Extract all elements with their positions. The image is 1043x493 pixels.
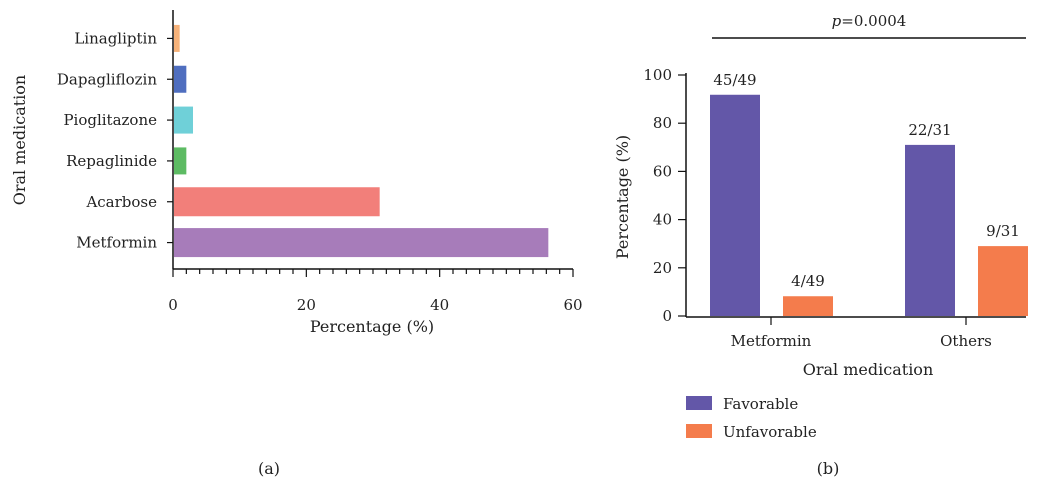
category-label-metformin: Metformin <box>76 234 157 252</box>
panel-a-x-ticks: 0 20 40 60 <box>168 269 583 314</box>
panel-b-y-tick-label: 0 <box>662 307 672 325</box>
panel-b-y-tick-label: 80 <box>653 114 672 132</box>
panel-b-label: (b) <box>817 459 840 478</box>
category-label-others: Others <box>940 332 992 350</box>
panel-b-y-tick-label: 60 <box>653 162 672 180</box>
p-value-number: =0.0004 <box>841 12 906 30</box>
panel-a-x-tick-label: 40 <box>430 296 449 314</box>
bar-others-favorable <box>905 144 955 316</box>
panel-b-bars <box>710 94 1028 317</box>
bar-metformin-favorable <box>710 94 760 317</box>
panel-a-bars <box>174 24 549 258</box>
category-label-linagliptin: Linagliptin <box>74 29 157 47</box>
bar-metformin-unfavorable <box>783 296 833 316</box>
bar-dapagliflozin <box>174 65 187 93</box>
panel-a-x-tick-label: 0 <box>168 296 178 314</box>
panel-b-y-axis-title: Percentage (%) <box>613 135 632 259</box>
p-value-symbol: p <box>832 12 842 30</box>
panel-a-chart: Linagliptin Dapagliflozin Pioglitazone Repa… <box>10 10 583 478</box>
significance-annotation: p=0.0004 <box>712 12 1026 39</box>
panel-a-label: (a) <box>258 459 280 478</box>
bar-linagliptin <box>174 24 180 52</box>
bar-others-unfavorable <box>978 246 1028 316</box>
panel-b-chart: p=0.0004 45/49 22/31 4/49 9/31 0 20 40 60 80 100… <box>613 12 1028 478</box>
p-value-text: p=0.0004 <box>832 12 907 30</box>
panel-a-y-axis-title: Oral medication <box>10 75 29 206</box>
legend-label-unfavorable: Unfavorable <box>723 423 817 441</box>
panel-b-category-labels: Metformin Others <box>731 317 992 350</box>
bar-metformin <box>174 228 549 258</box>
panel-b-axes <box>685 73 1026 318</box>
bar-acarbose <box>174 187 380 217</box>
panel-a-x-tick-label: 60 <box>563 296 582 314</box>
category-label-metformin: Metformin <box>731 332 812 350</box>
panel-b-y-tick-label: 20 <box>653 259 672 277</box>
bar-repaglinide <box>174 147 187 175</box>
panel-a-x-axis-title: Percentage (%) <box>310 317 434 336</box>
panel-b-data-labels: 45/49 22/31 4/49 9/31 <box>713 71 1019 290</box>
data-label-others-favorable: 22/31 <box>908 121 951 139</box>
data-label-metformin-favorable: 45/49 <box>713 71 756 89</box>
panel-b-y-ticks: 0 20 40 60 80 100 <box>643 66 686 325</box>
category-label-repaglinide: Repaglinide <box>66 152 157 170</box>
category-label-acarbose: Acarbose <box>85 193 157 211</box>
data-label-metformin-unfavorable: 4/49 <box>791 272 825 290</box>
panel-b-y-tick-label: 40 <box>653 211 672 229</box>
category-label-dapagliflozin: Dapagliflozin <box>57 70 157 88</box>
panel-a-category-labels: Linagliptin Dapagliflozin Pioglitazone Repa… <box>57 29 157 251</box>
panel-a-x-tick-label: 20 <box>297 296 316 314</box>
panel-b-x-axis-title: Oral medication <box>803 360 934 379</box>
panel-b-legend: Favorable Unfavorable <box>686 395 817 441</box>
bar-pioglitazone <box>174 106 193 134</box>
legend-swatch-favorable <box>686 396 712 410</box>
data-label-others-unfavorable: 9/31 <box>986 222 1020 240</box>
legend-swatch-unfavorable <box>686 424 712 438</box>
panel-b-y-tick-label: 100 <box>643 66 672 84</box>
category-label-pioglitazone: Pioglitazone <box>63 111 157 129</box>
legend-label-favorable: Favorable <box>723 395 798 413</box>
